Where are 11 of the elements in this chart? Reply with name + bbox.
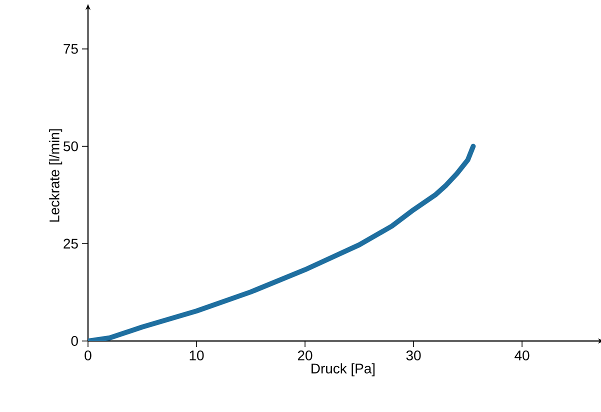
y-tick-label: 50 xyxy=(64,141,78,152)
x-axis-title: Druck [Pa] xyxy=(312,363,375,376)
y-tick-label: 75 xyxy=(64,44,78,54)
x-tick-label: 10 xyxy=(190,350,204,360)
y-tick-label: 0 xyxy=(71,336,78,346)
x-tick-label: 0 xyxy=(84,350,92,360)
y-tick-label: 25 xyxy=(64,238,78,249)
x-tick-label: 20 xyxy=(298,350,312,360)
y-axis-title: Leckrate [l/min] xyxy=(49,129,62,222)
x-tick-label: 40 xyxy=(514,350,530,360)
x-tick-label: 30 xyxy=(406,350,421,360)
